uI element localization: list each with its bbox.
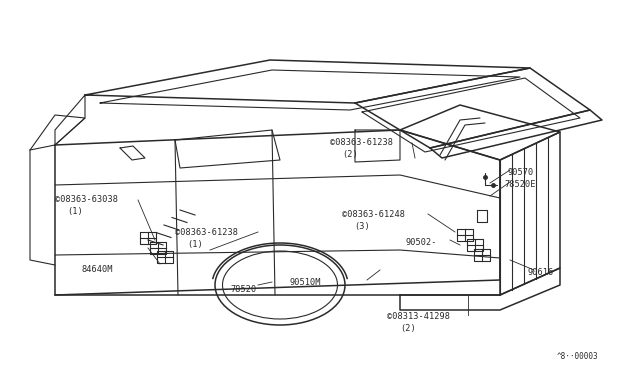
Text: 90510M: 90510M [290,278,321,287]
Text: ©08363-61238: ©08363-61238 [330,138,393,147]
Text: 90570: 90570 [508,168,534,177]
Text: 78520: 78520 [230,285,256,294]
Text: ^8··00003: ^8··00003 [557,352,598,361]
Text: 90502-: 90502- [405,238,436,247]
Text: ©08313-41298: ©08313-41298 [387,312,450,321]
Text: (3): (3) [354,222,370,231]
Text: 84640M: 84640M [82,265,113,274]
Text: (2): (2) [342,150,358,159]
Text: ©08363-61238: ©08363-61238 [175,228,238,237]
Text: 78520E: 78520E [504,180,536,189]
Text: (1): (1) [67,207,83,216]
Text: ©08363-61248: ©08363-61248 [342,210,405,219]
Text: (2): (2) [400,324,416,333]
Text: 90616: 90616 [528,268,554,277]
Text: ©08363-63038: ©08363-63038 [55,195,118,204]
Text: (1): (1) [187,240,203,249]
